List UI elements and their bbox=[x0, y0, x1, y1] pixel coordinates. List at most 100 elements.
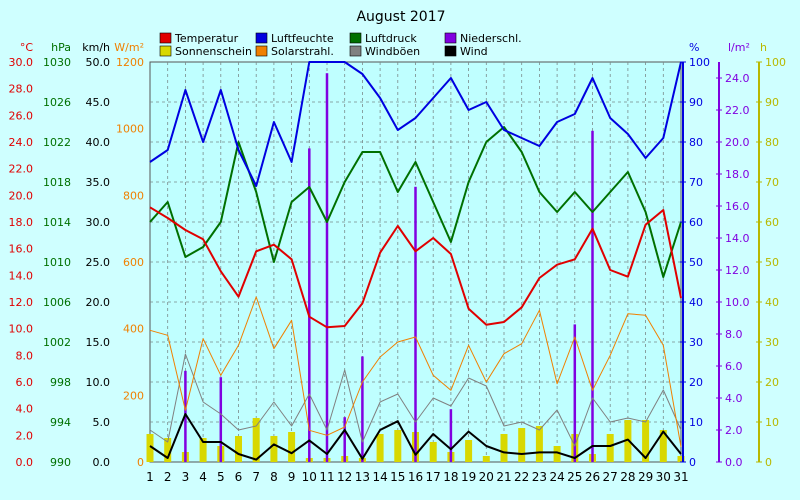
sunshine-bar bbox=[535, 426, 543, 462]
temperature-tick-label: 18.0 bbox=[9, 216, 34, 229]
solar-tick-label: 800 bbox=[123, 189, 144, 202]
wind-tick-label: 10.0 bbox=[86, 376, 111, 389]
temperature-tick-label: 16.0 bbox=[9, 243, 34, 256]
x-tick-label: 13 bbox=[355, 470, 370, 484]
x-tick-label: 1 bbox=[146, 470, 154, 484]
series-line-solarstrahl bbox=[149, 296, 682, 448]
solar-tick-label: 1200 bbox=[116, 56, 144, 69]
wind-tick-label: 50.0 bbox=[86, 56, 111, 69]
x-tick-label: 24 bbox=[549, 470, 564, 484]
sunshine-bar bbox=[642, 420, 650, 462]
x-tick-label: 5 bbox=[217, 470, 225, 484]
chart-title: August 2017 bbox=[356, 9, 445, 25]
solar-axis-unit: W/m² bbox=[114, 41, 144, 54]
x-tick-label: 20 bbox=[479, 470, 494, 484]
pressure-tick-label: 1018 bbox=[43, 176, 71, 189]
temperature-tick-label: 10.0 bbox=[9, 323, 34, 336]
sunshine-bar bbox=[500, 434, 508, 462]
precip-tick-label: 24.0 bbox=[725, 72, 750, 85]
x-tick-label: 25 bbox=[567, 470, 582, 484]
sunshine-bar bbox=[553, 446, 561, 462]
pressure-tick-label: 1006 bbox=[43, 296, 71, 309]
sunshine-tick-label: 50 bbox=[765, 256, 779, 269]
series-line-wind bbox=[149, 413, 682, 461]
temperature-tick-label: 14.0 bbox=[9, 269, 34, 282]
sunshine-tick-label: 90 bbox=[765, 96, 779, 109]
wind-tick-label: 15.0 bbox=[86, 336, 111, 349]
x-tick-label: 21 bbox=[496, 470, 511, 484]
legend-swatch bbox=[444, 32, 457, 44]
precip-tick-label: 0.0 bbox=[725, 456, 743, 469]
legend-label: Sonnenschein bbox=[175, 45, 252, 58]
precipitation-bar bbox=[325, 73, 329, 462]
legend-label: Niederschl. bbox=[460, 32, 522, 45]
pressure-tick-label: 1030 bbox=[43, 56, 71, 69]
sunshine-tick-label: 70 bbox=[765, 176, 779, 189]
legend-label: Luftdruck bbox=[365, 32, 417, 45]
sunshine-tick-label: 60 bbox=[765, 216, 779, 229]
precip-tick-label: 16.0 bbox=[725, 200, 750, 213]
pressure-tick-label: 1002 bbox=[43, 336, 71, 349]
wind-tick-label: 25.0 bbox=[86, 256, 111, 269]
sunshine-tick-label: 30 bbox=[765, 336, 779, 349]
x-tick-label: 31 bbox=[673, 470, 688, 484]
humidity-tick-label: 40 bbox=[689, 296, 703, 309]
precip-tick-label: 10.0 bbox=[725, 296, 750, 309]
legend-label: Windböen bbox=[365, 45, 420, 58]
precipitation-bar bbox=[219, 377, 223, 462]
pressure-axis-unit: hPa bbox=[51, 41, 71, 54]
sunshine-tick-label: 40 bbox=[765, 296, 779, 309]
legend-swatch bbox=[159, 45, 172, 57]
x-tick-label: 12 bbox=[337, 470, 352, 484]
sunshine-bar bbox=[677, 456, 685, 462]
precipitation-bar bbox=[414, 186, 417, 463]
x-tick-label: 23 bbox=[532, 470, 547, 484]
x-tick-label: 14 bbox=[372, 470, 387, 484]
humidity-tick-label: 0 bbox=[689, 456, 696, 469]
humidity-tick-label: 90 bbox=[689, 96, 703, 109]
x-tick-label: 11 bbox=[319, 470, 334, 484]
wind-tick-label: 0.0 bbox=[93, 456, 111, 469]
x-tick-label: 16 bbox=[408, 470, 423, 484]
pressure-tick-label: 1014 bbox=[43, 216, 71, 229]
sunshine-tick-label: 80 bbox=[765, 136, 779, 149]
x-tick-label: 30 bbox=[656, 470, 671, 484]
sunshine-bar bbox=[482, 456, 490, 462]
temperature-tick-label: 28.0 bbox=[9, 83, 34, 96]
sunshine-axis-unit: h bbox=[760, 41, 767, 54]
temperature-tick-label: 12.0 bbox=[9, 296, 34, 309]
precipitation-bar bbox=[361, 356, 364, 462]
precip-axis-unit: l/m² bbox=[728, 41, 750, 54]
precip-tick-label: 2.0 bbox=[725, 424, 743, 437]
x-tick-label: 28 bbox=[620, 470, 635, 484]
temperature-axis-unit: °C bbox=[20, 41, 34, 54]
x-tick-label: 18 bbox=[443, 470, 458, 484]
precipitation-bar bbox=[591, 130, 594, 463]
legend-swatch bbox=[349, 32, 362, 44]
sunshine-bar bbox=[465, 440, 473, 462]
pressure-tick-label: 1010 bbox=[43, 256, 71, 269]
precipitation-bar bbox=[343, 417, 346, 462]
legend-label: Solarstrahl. bbox=[271, 45, 334, 58]
series-line-temperatur bbox=[149, 206, 682, 329]
wind-tick-label: 30.0 bbox=[86, 216, 111, 229]
x-tick-label: 19 bbox=[461, 470, 476, 484]
sunshine-tick-label: 20 bbox=[765, 376, 779, 389]
temperature-tick-label: 2.0 bbox=[16, 429, 34, 442]
pressure-tick-label: 998 bbox=[50, 376, 71, 389]
series-line-luftdruck bbox=[149, 126, 682, 278]
wind-tick-label: 5.0 bbox=[93, 416, 111, 429]
series-line-windben bbox=[149, 353, 682, 447]
temperature-tick-label: 4.0 bbox=[16, 403, 34, 416]
temperature-tick-label: 6.0 bbox=[16, 376, 34, 389]
solar-tick-label: 600 bbox=[123, 256, 144, 269]
humidity-tick-label: 10 bbox=[689, 416, 703, 429]
x-tick-label: 8 bbox=[270, 470, 278, 484]
legend-swatch bbox=[255, 45, 268, 57]
humidity-tick-label: 50 bbox=[689, 256, 703, 269]
solar-tick-label: 0 bbox=[137, 456, 144, 469]
pressure-tick-label: 994 bbox=[50, 416, 71, 429]
legend-swatch bbox=[159, 32, 172, 44]
x-tick-label: 27 bbox=[603, 470, 618, 484]
